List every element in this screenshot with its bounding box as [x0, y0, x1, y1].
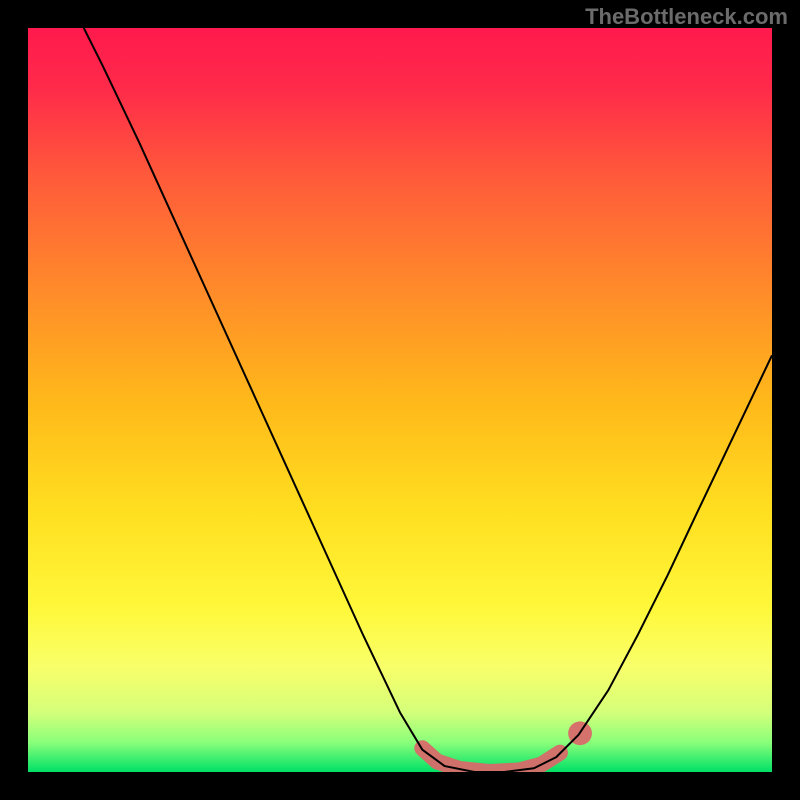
- chart-svg: [0, 0, 800, 800]
- plot-background: [28, 28, 772, 772]
- bottleneck-chart: TheBottleneck.com: [0, 0, 800, 800]
- watermark-text: TheBottleneck.com: [585, 4, 788, 30]
